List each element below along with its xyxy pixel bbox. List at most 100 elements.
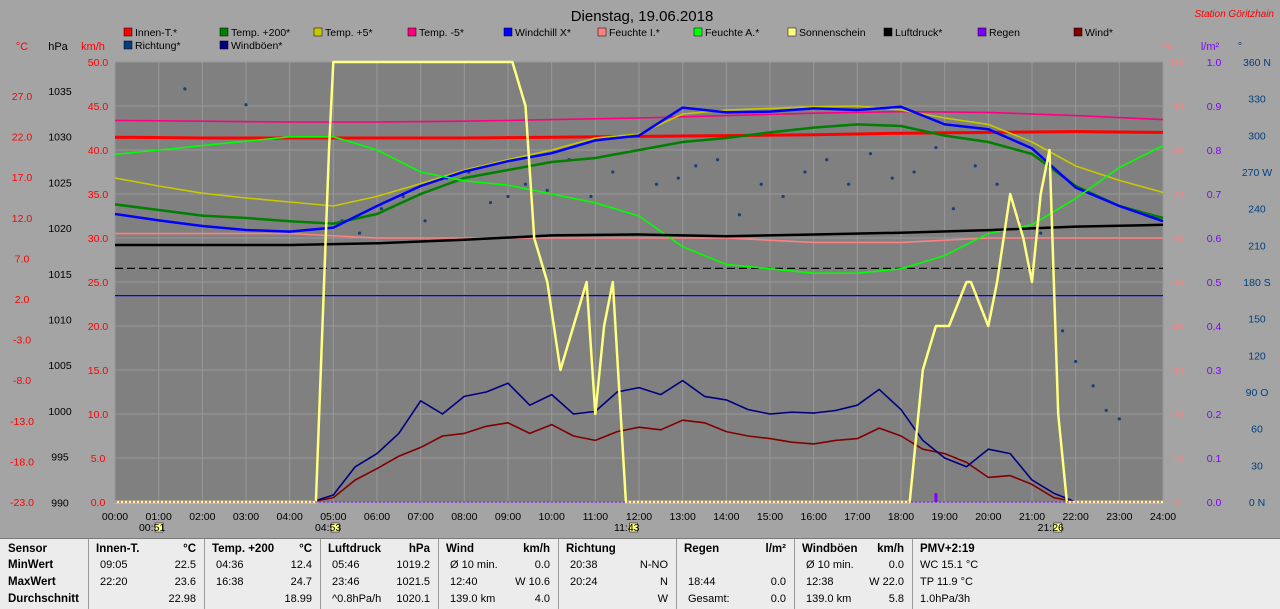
legend-label: Windböen* [231, 40, 282, 52]
tick-label-pressure: 1030 [48, 132, 72, 144]
tick-label-direction: 60 [1251, 424, 1263, 436]
stats-unit: hPa [408, 543, 430, 555]
legend-label: Feuchte I.* [609, 27, 660, 39]
stats-time: Gesamt: [688, 593, 730, 605]
series-line-luftdruck- [115, 223, 1164, 247]
tick-label-rain: 0.9 [1207, 101, 1222, 113]
direction-dot [1117, 417, 1121, 421]
stats-time: Ø 10 min. [806, 559, 854, 571]
tick-label-rain: 0.3 [1207, 365, 1222, 377]
direction-dot [694, 164, 698, 168]
tick-label-pressure: 1025 [48, 177, 72, 189]
x-tick-label: 06:00 [364, 511, 390, 523]
legend-swatch [123, 27, 133, 37]
tick-label-rain: 0.6 [1207, 233, 1222, 245]
tick-label-temp: -23.0 [10, 497, 34, 509]
stats-time: 23:46 [332, 576, 360, 588]
legend-label: Temp. +5* [325, 27, 373, 39]
direction-dot [759, 182, 763, 186]
stats-value: 1020.1 [396, 593, 430, 605]
x-tick-label: 15:00 [757, 511, 783, 523]
legend-label: Sonnenschein [799, 27, 866, 39]
stats-unit: km/h [523, 543, 550, 555]
stats-value: 18.99 [284, 593, 312, 605]
sun-marker-icon [1053, 522, 1063, 533]
x-tick-label: 01:00 [146, 511, 172, 523]
tick-label-direction: 150 [1248, 314, 1266, 326]
legend-label: Temp. +200* [231, 27, 290, 39]
sun-marker-icon [330, 522, 340, 533]
stats-time: Ø 10 min. [450, 559, 498, 571]
stats-pmv-row: 1.0hPa/3h [920, 593, 971, 605]
axis-unit-labels: °C hPa km/h% l/m² ° [16, 41, 1242, 53]
stats-value: 22.5 [174, 559, 196, 571]
direction-dot [244, 103, 248, 107]
legend-label: Regen [989, 27, 1020, 39]
tick-label-direction: 360 N [1243, 57, 1271, 69]
tick-label-wind: 35.0 [88, 189, 109, 201]
stats-value: 0.0 [770, 576, 786, 588]
stats-time: 22:20 [100, 576, 128, 588]
x-tick-label: 11:00 [583, 511, 609, 523]
legend-swatch [123, 40, 133, 50]
tick-label-pressure: 1020 [48, 223, 72, 235]
stats-innen: Innen-T. °C 09:05 22:20 22.5 23.6 22.98 [88, 539, 205, 609]
direction-dot [1060, 329, 1065, 333]
chart-legend: Innen-T.* Temp. +200* Temp. +5* Temp. -5* Wi… [123, 27, 1113, 52]
stats-time: 09:05 [100, 559, 128, 571]
direction-dot [545, 188, 549, 192]
stats-luftdruck: Luftdruck hPa 05:46 23:46 ^0.8hPa/h 1019.2 102… [320, 539, 439, 609]
tick-label-rain: 0.5 [1207, 277, 1222, 289]
sun-marker-icon [154, 522, 164, 533]
x-tick-label: 23:00 [1106, 511, 1132, 523]
sun-marker-label: 21:26 [1038, 522, 1064, 534]
stats-value: 0.0 [770, 593, 786, 605]
direction-dot [1091, 384, 1095, 388]
series-lines [114, 60, 1164, 504]
stats-time: 20:38 [570, 559, 598, 571]
stats-value: 0.0 [888, 559, 904, 571]
stats-header: PMV+2:19 [920, 543, 975, 555]
direction-dot [716, 158, 720, 162]
stats-header: Luftdruck [328, 543, 382, 555]
stats-time: 139.0 km [806, 593, 852, 605]
direction-dot [825, 158, 829, 162]
direction-dot [1104, 408, 1108, 412]
stats-value: 23.6 [174, 576, 196, 588]
tick-label-direction: 330 [1248, 94, 1266, 106]
tick-label-humidity: 50 [1172, 277, 1184, 289]
tick-label-wind: 0.0 [91, 497, 106, 509]
direction-dot [890, 176, 894, 180]
tick-label-temp: -3.0 [13, 335, 31, 347]
x-tick-label: 00:00 [102, 511, 128, 523]
series-line-wind- [115, 419, 1076, 503]
sun-marker-icon [629, 522, 639, 533]
legend-swatch [787, 27, 797, 37]
direction-dot [1039, 231, 1043, 235]
stats-time: 05:46 [332, 559, 360, 571]
x-tick-label: 07:00 [408, 511, 434, 523]
axis-unit-humidity: % [1162, 41, 1172, 53]
tick-label-rain: 0.8 [1207, 145, 1222, 157]
stats-unit: °C [183, 543, 196, 555]
stats-header: Richtung [566, 543, 616, 555]
stats-value: W 22.0 [869, 576, 904, 588]
stats-unit: l/m² [765, 543, 786, 555]
tick-label-wind: 10.0 [88, 409, 109, 421]
stats-value: 5.8 [888, 593, 904, 605]
tick-label-pressure: 995 [51, 452, 69, 464]
direction-dot [973, 164, 977, 168]
direction-dot [868, 152, 873, 156]
x-tick-label: 10:00 [539, 511, 565, 523]
stats-value: 0.0 [534, 559, 550, 571]
stats-header: Regen [684, 543, 720, 555]
stats-unit: °C [299, 543, 312, 555]
tick-label-temp: 22.0 [12, 132, 33, 144]
tick-label-direction: 90 O [1246, 387, 1269, 399]
tick-label-temp: -8.0 [13, 375, 31, 387]
direction-dot [951, 207, 956, 211]
tick-label-wind: 15.0 [88, 365, 109, 377]
stats-value: W 10.6 [515, 576, 550, 588]
tick-label-direction: 180 S [1243, 277, 1270, 289]
tick-label-temp: 12.0 [12, 213, 33, 225]
